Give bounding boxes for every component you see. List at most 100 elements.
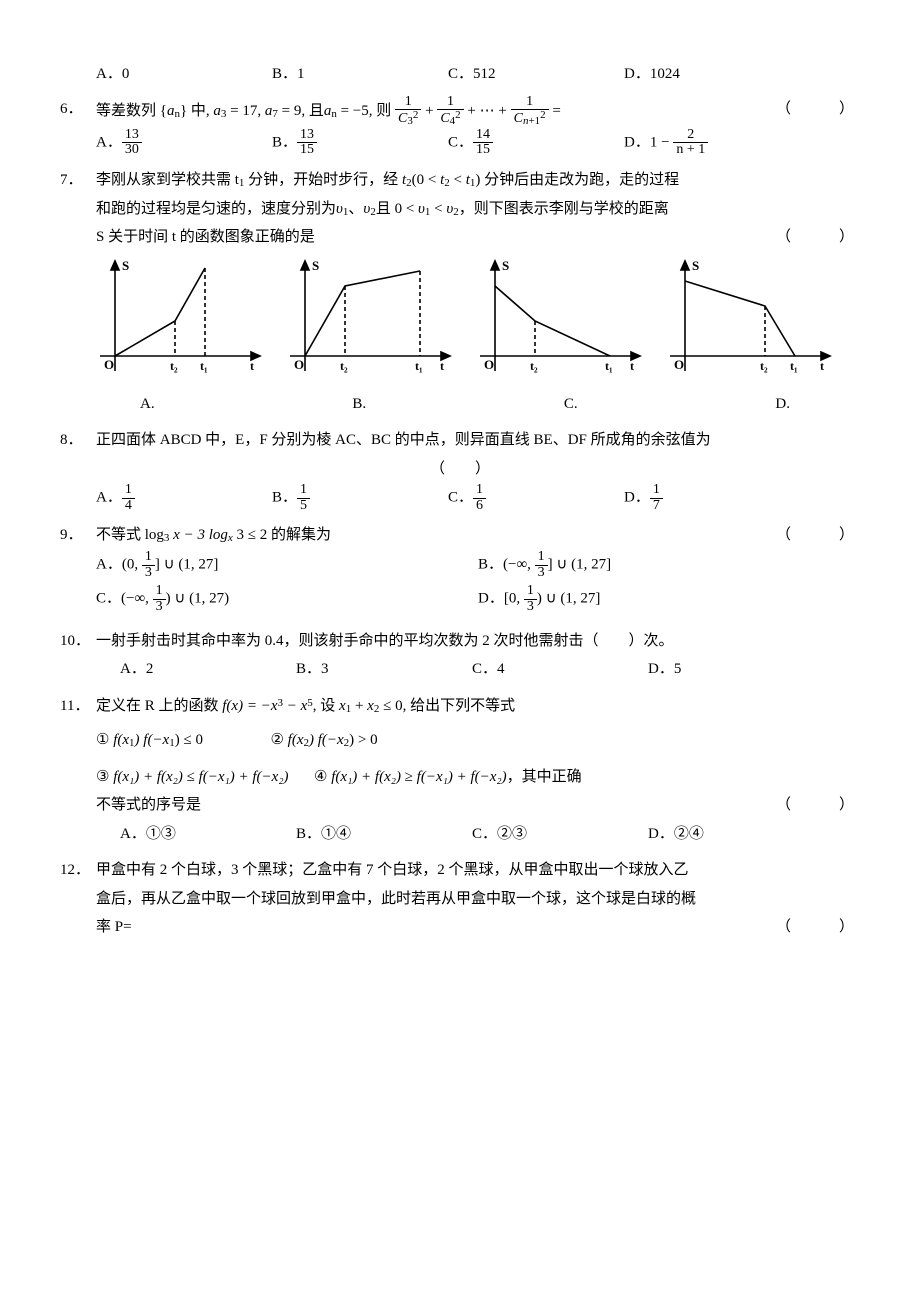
- q11-i4: ④: [314, 769, 331, 785]
- q6-cl: C．: [448, 134, 473, 150]
- q7-1c: (0 <: [412, 172, 440, 188]
- q9-opt-d[interactable]: D．[0, 13) ∪ (1, 27]: [478, 584, 860, 614]
- q8-dd: 7: [650, 499, 663, 514]
- q7-num: 7．: [60, 166, 96, 195]
- svg-text:t: t: [630, 359, 634, 373]
- q5-opt-d[interactable]: D．1024: [624, 60, 744, 89]
- q11-d[interactable]: D．②④: [648, 820, 768, 849]
- q6-opt-d[interactable]: D．1 − 2n + 1: [624, 128, 744, 158]
- q12-num: 12．: [60, 856, 96, 942]
- svg-text:t: t: [440, 359, 444, 373]
- q11-sb: , 设: [313, 698, 339, 714]
- q12-l3: 率 P=: [96, 919, 132, 935]
- q7-line3: S 关于时间 t 的函数图象正确的是 （ ）: [96, 223, 860, 252]
- q6-a7eq: = 9, 且: [278, 103, 324, 119]
- svg-text:t₁: t₁: [790, 359, 798, 373]
- q11-b[interactable]: B．①④: [296, 820, 416, 849]
- q7-and: 且 0 <: [376, 201, 418, 217]
- q9-opt-a[interactable]: A．(0, 13] ∪ (1, 27]: [96, 550, 478, 580]
- q9-at2: ] ∪ (1, 27]: [155, 557, 218, 573]
- q6-num: 6．: [60, 95, 96, 128]
- q11: 11． 定义在 R 上的函数 f(x) = −x3 − x5, 设 x1 + x…: [60, 692, 860, 849]
- q7-1d: ) 分钟后由走改为跑，走的过程: [475, 172, 679, 188]
- q12-body: 甲盒中有 2 个白球，3 个黑球；乙盒中有 7 个白球，2 个黑球，从甲盒中取出…: [96, 856, 860, 942]
- q6-f3: 1Cn+12: [511, 95, 549, 128]
- q9-dfn: 1: [524, 584, 537, 600]
- q11-line4: 不等式的序号是 （ ）: [96, 791, 860, 820]
- q8-opt-c[interactable]: C．16: [448, 483, 568, 513]
- q10-a[interactable]: A．2: [120, 655, 240, 684]
- svg-text:t₂: t₂: [340, 359, 348, 373]
- q11-m: − x: [283, 698, 307, 714]
- q11-x2: x: [367, 698, 374, 714]
- q6-opt-b[interactable]: B．1315: [272, 128, 392, 158]
- svg-text:t₁: t₁: [415, 359, 423, 373]
- q8-ad: 4: [122, 499, 135, 514]
- q7-1b: 分钟，开始时步行，经: [244, 172, 402, 188]
- q6-ad1: 30: [122, 143, 142, 158]
- q8-body: 正四面体 ABCD 中，E，F 分别为棱 AC、BC 的中点，则异面直线 BE、…: [96, 426, 860, 455]
- q9-body: 不等式 log3 x − 3 logx 3 ≤ 2 的解集为 （ ）: [96, 521, 860, 550]
- q7-1a: 李刚从家到学校共需 t: [96, 172, 239, 188]
- q9-afd: 3: [142, 566, 155, 581]
- q6-opt-c[interactable]: C．1415: [448, 128, 568, 158]
- q7-graph-b: S O t₂ t₁ t: [280, 256, 460, 386]
- q10-d[interactable]: D．5: [648, 655, 768, 684]
- q7-ld[interactable]: D.: [775, 390, 790, 419]
- q5-opt-a[interactable]: A．0: [96, 60, 216, 89]
- q7-lt2: <: [430, 201, 446, 217]
- q7-3: S 关于时间 t 的函数图象正确的是: [96, 229, 315, 245]
- q5-opt-b[interactable]: B．1: [272, 60, 392, 89]
- q11-le: ≤ 0, 给出下列不等式: [379, 698, 515, 714]
- q6-bd1: 15: [297, 143, 317, 158]
- q9-bt: (−∞,: [503, 557, 535, 573]
- q12-paren: （ ）: [776, 913, 860, 942]
- q9-s3b: 3 ≤ 2 的解集为: [233, 527, 331, 543]
- q11-paren: （ ）: [776, 791, 860, 820]
- q9-cl: C．: [96, 591, 121, 607]
- q9-ct2: ) ∪ (1, 27): [166, 591, 229, 607]
- q12: 12． 甲盒中有 2 个白球，3 个黑球；乙盒中有 7 个白球，2 个黑球，从甲…: [60, 856, 860, 942]
- q11-l4: 不等式的序号是: [96, 797, 201, 813]
- q9-opt-b[interactable]: B．(−∞, 13] ∪ (1, 27]: [478, 550, 860, 580]
- q7-la[interactable]: A.: [140, 390, 155, 419]
- q6-paren: （ ）: [776, 95, 860, 124]
- svg-text:t: t: [820, 359, 824, 373]
- q11-c[interactable]: C．②③: [472, 820, 592, 849]
- q8-opt-b[interactable]: B．15: [272, 483, 392, 513]
- q9: 9． 不等式 log3 x − 3 logx 3 ≤ 2 的解集为 （ ） A．…: [60, 521, 860, 618]
- q7-graph-a: S O t₂ t₁ t: [90, 256, 270, 386]
- q11-e2a: f(x: [288, 732, 304, 748]
- q7-2a: 和跑的过程均是匀速的，速度分别为: [96, 201, 336, 217]
- q7-lb[interactable]: B.: [352, 390, 366, 419]
- q6-p1: +: [425, 103, 437, 119]
- q7-graph-labels: A. B. C. D.: [140, 390, 790, 419]
- svg-text:S: S: [502, 258, 509, 273]
- q12-l3row: 率 P= （ ）: [96, 913, 860, 942]
- q11-num: 11．: [60, 692, 96, 721]
- q11-options: A．①③ B．①④ C．②③ D．②④: [120, 820, 860, 849]
- q8-paren: （ ）: [430, 461, 490, 477]
- q11-a[interactable]: A．①③: [120, 820, 240, 849]
- q9-dl: D．: [478, 591, 504, 607]
- q7-body: 李刚从家到学校共需 t1 分钟，开始时步行，经 t2(0 < t2 < t1) …: [96, 166, 860, 195]
- q5-opt-c[interactable]: C．512: [448, 60, 568, 89]
- q8-num: 8．: [60, 426, 96, 455]
- q6-opt-a[interactable]: A．1330: [96, 128, 216, 158]
- q9-dt2: ) ∪ (1, 27]: [537, 591, 600, 607]
- q6-bl: B．: [272, 134, 297, 150]
- q7-v1b: υ: [418, 201, 425, 217]
- q9-opt-c[interactable]: C．(−∞, 13) ∪ (1, 27): [96, 584, 478, 614]
- q9-paren: （ ）: [776, 521, 860, 550]
- q8-opt-a[interactable]: A．14: [96, 483, 216, 513]
- q10-c[interactable]: C．4: [472, 655, 592, 684]
- q10-options: A．2 B．3 C．4 D．5: [120, 655, 860, 684]
- q9-dfd: 3: [524, 600, 537, 615]
- q7-lc[interactable]: C.: [564, 390, 578, 419]
- q9-sx: x − 3 log: [169, 527, 227, 543]
- q10-b[interactable]: B．3: [296, 655, 416, 684]
- q8-opt-d[interactable]: D．17: [624, 483, 744, 513]
- q6-eq: =: [552, 103, 560, 119]
- q10-stem: 一射手射击时其命中率为 0.4，则该射手命中的平均次数为 2 次时他需射击（ ）…: [96, 627, 860, 656]
- q5-options: A．0 B．1 C．512 D．1024: [96, 60, 860, 89]
